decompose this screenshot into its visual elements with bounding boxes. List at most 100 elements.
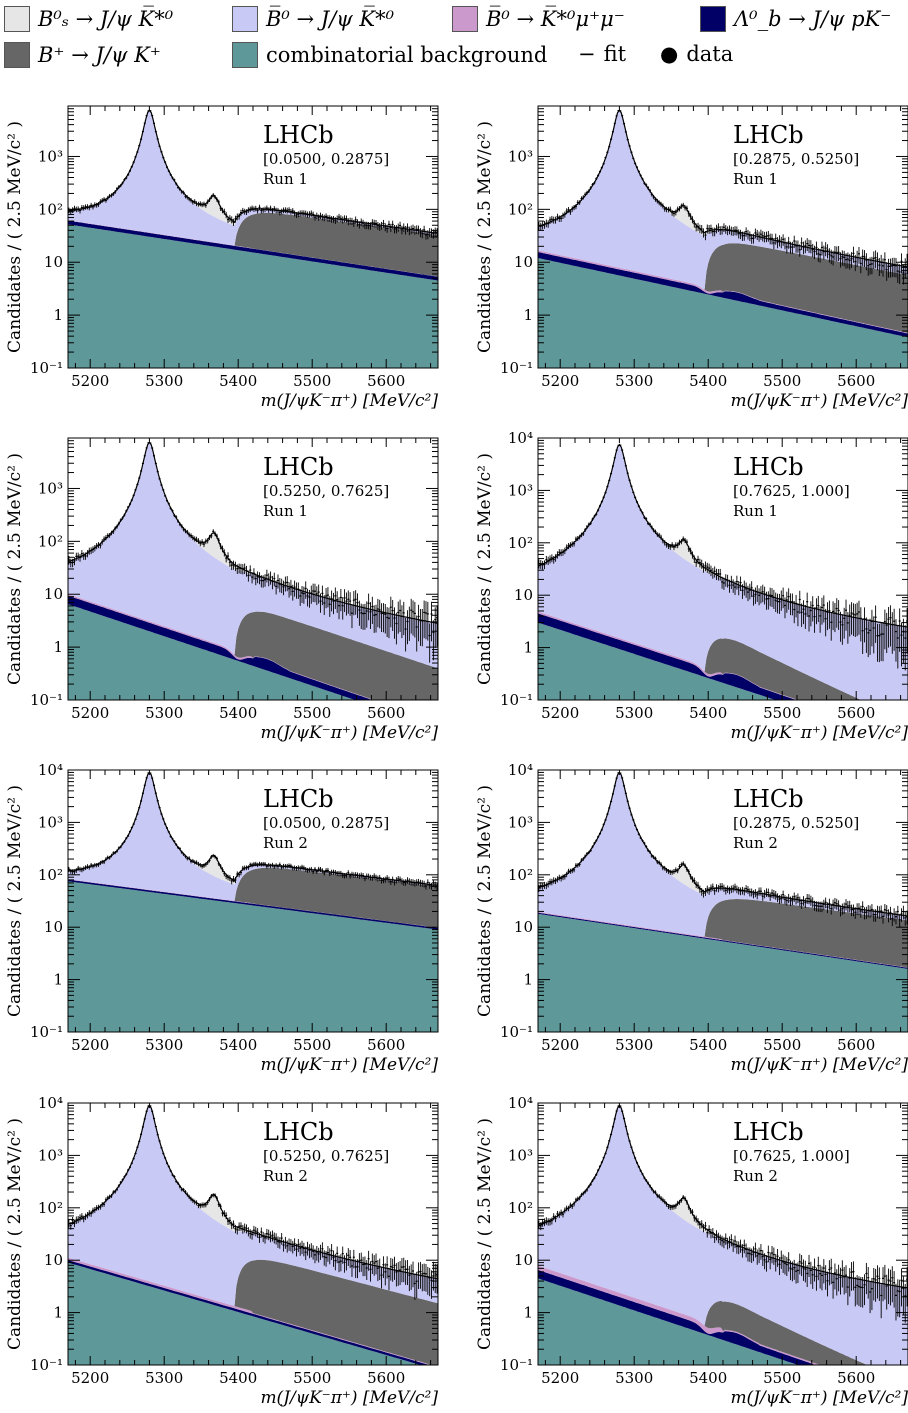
x-tick-label: 5600 [367, 1036, 405, 1054]
y-tick-label: 10⁴ [38, 761, 63, 779]
x-tick-label: 5500 [763, 704, 801, 722]
y-tick-label: 1 [53, 306, 63, 324]
y-tick-label: 10⁻¹ [30, 359, 63, 377]
x-axis-title: m(J/ψK⁻π⁺) [MeV/c²] [260, 391, 438, 411]
bin-label: [0.0500, 0.2875] [263, 150, 389, 168]
y-tick-label: 10³ [508, 481, 533, 499]
comb-area [68, 881, 438, 1032]
mumu-area [68, 1257, 438, 1365]
x-tick-label: 5600 [837, 1036, 875, 1054]
x-tick-label: 5400 [219, 704, 257, 722]
run-label: Run 1 [263, 502, 308, 520]
lambdab-area [538, 1269, 908, 1365]
y-tick-label: 10³ [508, 1146, 533, 1164]
y-axis-title: Candidates / ( 2.5 MeV/c² ) [5, 1118, 25, 1350]
b0-area [538, 110, 908, 290]
x-tick-label: 5200 [541, 704, 579, 722]
y-tick-label: 10⁻¹ [30, 691, 63, 709]
b0-area [538, 772, 908, 937]
x-tick-label: 5600 [367, 704, 405, 722]
y-tick-label: 10⁴ [38, 1094, 63, 1112]
x-tick-label: 5300 [615, 704, 653, 722]
x-tick-label: 5300 [145, 372, 183, 390]
legend-line-fit: − [578, 42, 596, 66]
legend-item-data: ● data [660, 42, 733, 66]
x-tick-label: 5500 [293, 1369, 331, 1387]
y-tick-label: 10 [514, 253, 533, 271]
fit-line [538, 1104, 908, 1289]
plot-frame [537, 105, 908, 369]
lambdab-area [68, 1260, 438, 1365]
legend-item-b0: B̅⁰ → J/ψ K̅*⁰ [232, 6, 394, 32]
lambdab-area [538, 613, 908, 700]
y-tick-label: 10² [38, 1199, 63, 1217]
x-tick-label: 5400 [689, 1036, 727, 1054]
x-tick-label: 5600 [837, 704, 875, 722]
x-axis-title: m(J/ψK⁻π⁺) [MeV/c²] [260, 1388, 438, 1408]
x-tick-label: 5200 [71, 704, 109, 722]
mumu-area [538, 911, 908, 968]
y-tick-label: 1 [523, 639, 533, 657]
mumu-area [68, 594, 438, 700]
experiment-label: LHCb [263, 121, 334, 149]
x-tick-label: 5200 [541, 1036, 579, 1054]
x-tick-label: 5600 [367, 1369, 405, 1387]
x-tick-label: 5400 [219, 1036, 257, 1054]
x-tick-label: 5400 [689, 372, 727, 390]
plot-area [68, 1104, 438, 1365]
y-axis-title: Candidates / ( 2.5 MeV/c² ) [475, 121, 495, 353]
b0-area [68, 442, 438, 669]
b0-area [538, 444, 908, 700]
legend-label-mumu: B̅⁰ → K̅*⁰μ⁺μ⁻ [486, 7, 625, 31]
fit-line [68, 109, 438, 234]
legend-label-b0: B̅⁰ → J/ψ K̅*⁰ [266, 7, 395, 31]
b0-area [68, 1105, 438, 1307]
y-tick-label: 10 [514, 918, 533, 936]
x-axis-title: m(J/ψK⁻π⁺) [MeV/c²] [730, 1388, 908, 1408]
plot-area [538, 771, 908, 1032]
experiment-label: LHCb [733, 121, 804, 149]
y-axis-title: Candidates / ( 2.5 MeV/c² ) [5, 121, 25, 353]
x-tick-label: 5300 [615, 372, 653, 390]
comb-area [68, 224, 438, 368]
bplus-area [68, 212, 438, 277]
fit-line [68, 1104, 438, 1280]
y-tick-label: 10² [38, 866, 63, 884]
bplus-area [68, 1257, 438, 1365]
x-tick-label: 5500 [293, 704, 331, 722]
x-tick-label: 5600 [837, 372, 875, 390]
comb-area [68, 1262, 438, 1365]
y-tick-label: 10³ [38, 147, 63, 165]
y-tick-label: 10² [38, 200, 63, 218]
x-tick-label: 5600 [367, 372, 405, 390]
x-tick-label: 5200 [71, 1369, 109, 1387]
x-tick-label: 5500 [763, 1369, 801, 1387]
y-tick-label: 1 [53, 971, 63, 989]
x-tick-label: 5300 [145, 1036, 183, 1054]
bin-label: [0.0500, 0.2875] [263, 814, 389, 832]
lambdab-area [538, 252, 908, 338]
x-tick-label: 5400 [219, 1369, 257, 1387]
legend-label-bs: B⁰ₛ → J/ψ K̅*⁰ [38, 7, 174, 31]
lambdab-area [68, 220, 438, 281]
bs-area [68, 1105, 438, 1279]
x-tick-label: 5200 [541, 1369, 579, 1387]
bin-label: [0.5250, 0.7625] [263, 1147, 389, 1165]
legend-label-lambdab: Λ⁰_b → J/ψ pK⁻ [734, 7, 892, 31]
x-tick-label: 5500 [293, 1036, 331, 1054]
legend-item-mumu: B̅⁰ → K̅*⁰μ⁺μ⁻ [452, 6, 625, 32]
x-tick-label: 5300 [615, 1036, 653, 1054]
legend-item-comb: combinatorial background [232, 42, 547, 68]
y-axis-title: Candidates / ( 2.5 MeV/c² ) [5, 785, 25, 1017]
x-tick-label: 5600 [837, 1369, 875, 1387]
run-label: Run 1 [733, 170, 778, 188]
lambdab-area [538, 912, 908, 969]
run-label: Run 2 [263, 834, 308, 852]
y-tick-label: 10² [508, 200, 533, 218]
y-tick-label: 10² [508, 1199, 533, 1217]
plot-frame [67, 1102, 439, 1366]
bs-area [538, 444, 908, 628]
plot-area [538, 1104, 908, 1365]
